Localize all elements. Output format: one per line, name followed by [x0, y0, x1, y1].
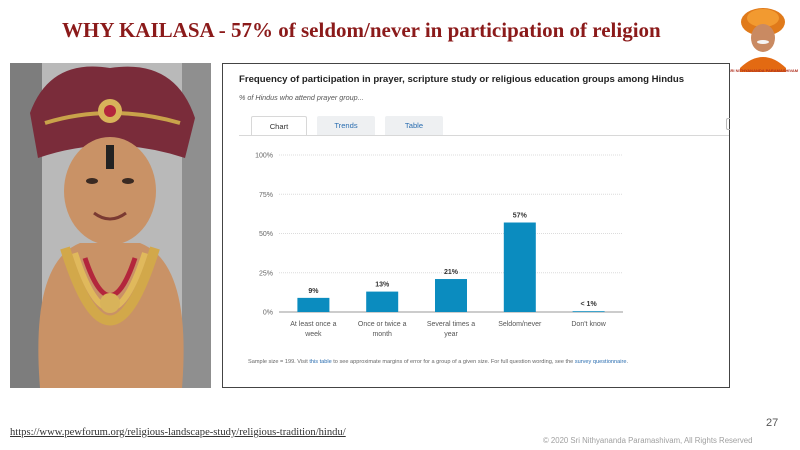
x-tick-label: year — [444, 331, 458, 338]
bar-chart: 0% 25% 50% 75% 100% 9% At least once a week 13% O… — [255, 153, 623, 338]
page-number: 27 — [766, 417, 779, 429]
x-tick-label: At least once a — [290, 321, 336, 328]
bar — [366, 291, 399, 312]
footnote-text-end: . — [626, 359, 629, 365]
portrait-photo — [10, 63, 211, 388]
y-tick-label: 100% — [255, 153, 273, 160]
chart-subtitle: % of Hindus who attend prayer group... — [239, 93, 364, 102]
y-tick-label: 50% — [259, 231, 273, 238]
tab-divider — [239, 135, 729, 136]
tab-scroll-handle[interactable] — [726, 118, 730, 130]
guru-logo — [740, 8, 786, 72]
chart-footnote: Sample size = 199. Visit this table to s… — [248, 359, 628, 365]
data-label: 9% — [308, 288, 319, 295]
x-tick-label: month — [372, 331, 392, 338]
logo-caption: SRI NITHYANANDA PARAMASHIVAM — [727, 68, 799, 73]
tab-chart[interactable]: Chart — [251, 116, 307, 135]
slide-title: WHY KAILASA - 57% of seldom/never in par… — [62, 18, 661, 42]
chart-title: Frequency of participation in prayer, sc… — [239, 74, 685, 85]
y-tick-label: 75% — [259, 192, 273, 199]
bar — [572, 311, 605, 313]
x-tick-label: Seldom/never — [498, 321, 542, 328]
footnote-text: Sample size = 199. Visit — [248, 359, 310, 365]
data-label: 21% — [444, 269, 459, 276]
x-tick-label: Don't know — [571, 321, 606, 328]
footnote-text-middle: to see approximate margins of error for … — [331, 359, 575, 365]
x-tick-label: week — [304, 331, 322, 338]
tab-table[interactable]: Table — [385, 116, 443, 135]
data-label: < 1% — [581, 301, 598, 308]
x-tick-label: Once or twice a — [358, 321, 407, 328]
copyright-notice: © 2020 Sri Nithyananda Paramashivam, All… — [543, 436, 753, 445]
data-label: 13% — [375, 282, 390, 289]
y-tick-label: 25% — [259, 270, 273, 277]
x-tick-label: Several times a — [427, 321, 475, 328]
bar — [297, 297, 330, 312]
questionnaire-link[interactable]: survey questionnaire — [574, 359, 627, 365]
tab-trends[interactable]: Trends — [317, 116, 375, 135]
y-tick-label: 0% — [263, 310, 273, 317]
bar — [435, 279, 467, 312]
source-link[interactable]: https://www.pewforum.org/religious-lands… — [10, 427, 346, 438]
table-link[interactable]: this table — [309, 359, 332, 365]
bar — [503, 222, 536, 312]
chart-card: Frequency of participation in prayer, sc… — [222, 63, 730, 388]
data-label: 57% — [513, 213, 528, 220]
